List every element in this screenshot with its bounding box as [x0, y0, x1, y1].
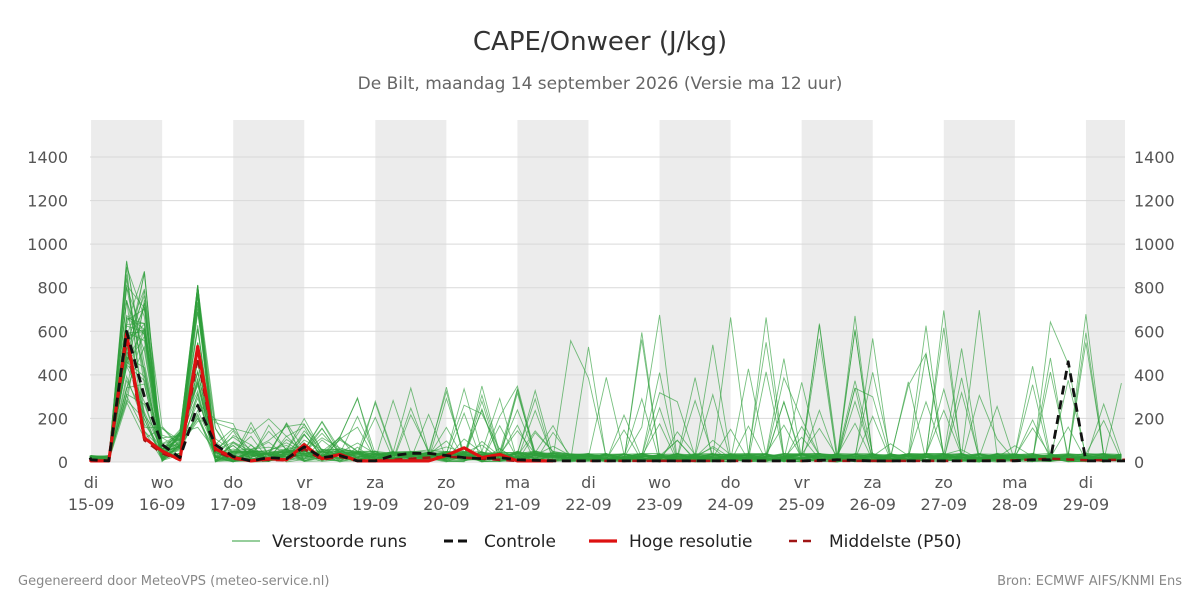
y-tick-label: 1400 [27, 148, 68, 167]
x-tick-day: zo [437, 473, 455, 492]
y-tick-label: 1000 [1134, 235, 1175, 254]
x-tick-date: 27-09 [921, 495, 968, 514]
x-axis: di 15-09 wo 16-09 do 17-09 vr 18-09 za 19-09 zo 20-… [68, 473, 1109, 514]
hires-legend-label: Hoge resolutie [629, 532, 753, 552]
y-axis-right: 0 200 400 600 800 1000 1200 1400 [1134, 148, 1175, 472]
ensemble-run-line [89, 309, 1122, 463]
y-tick-label: 400 [1134, 366, 1165, 385]
y-tick-label: 600 [37, 322, 68, 341]
x-tick-day: di [1079, 473, 1094, 492]
y-tick-label: 600 [1134, 322, 1165, 341]
median-legend-label: Middelste (P50) [829, 532, 962, 552]
x-tick-date: 16-09 [139, 495, 186, 514]
footer-right: Bron: ECMWF AIFS/KNMI Ens [997, 574, 1182, 589]
x-tick-day: di [581, 473, 596, 492]
y-axis-left: 0 200 400 600 800 1000 1200 1400 [27, 148, 68, 472]
y-tick-label: 200 [1134, 409, 1165, 428]
y-tick-label: 0 [58, 453, 68, 472]
x-tick-day: vr [794, 473, 810, 492]
x-tick-date: 15-09 [68, 495, 115, 514]
footer-left: Gegenereerd door MeteoVPS (meteo-service… [18, 574, 329, 589]
y-tick-label: 1400 [1134, 148, 1175, 167]
x-tick-date: 18-09 [281, 495, 328, 514]
y-tick-label: 1200 [1134, 192, 1175, 211]
y-tick-label: 800 [1134, 279, 1165, 298]
day-band [233, 120, 305, 462]
day-shading [91, 120, 1125, 462]
x-tick-date: 24-09 [707, 495, 754, 514]
x-tick-date: 17-09 [210, 495, 257, 514]
x-tick-day: di [84, 473, 99, 492]
y-tick-label: 400 [37, 366, 68, 385]
x-tick-day: wo [151, 473, 174, 492]
y-tick-label: 1200 [27, 192, 68, 211]
y-tick-label: 800 [37, 279, 68, 298]
x-tick-day: za [864, 473, 882, 492]
x-tick-date: 21-09 [494, 495, 541, 514]
legend: Verstoorde runs Controle Hoge resolutie Mid… [232, 532, 962, 552]
control-series-line [88, 329, 1125, 463]
y-tick-label: 1000 [27, 235, 68, 254]
x-tick-date: 29-09 [1063, 495, 1110, 514]
x-tick-date: 20-09 [423, 495, 470, 514]
day-band [659, 120, 731, 462]
x-tick-day: vr [296, 473, 312, 492]
x-tick-day: do [721, 473, 741, 492]
x-tick-date: 19-09 [352, 495, 399, 514]
x-tick-day: za [366, 473, 384, 492]
x-tick-day: do [223, 473, 243, 492]
control-legend-label: Controle [484, 532, 556, 552]
y-tick-label: 0 [1134, 453, 1144, 472]
day-band [1085, 120, 1125, 462]
ensemble-run-line [90, 271, 1122, 463]
x-tick-day: ma [1002, 473, 1027, 492]
key-series-lines [88, 329, 1126, 463]
x-tick-date: 23-09 [636, 495, 683, 514]
x-tick-day: ma [505, 473, 530, 492]
y-tick-label: 200 [37, 409, 68, 428]
x-tick-date: 22-09 [565, 495, 612, 514]
x-tick-date: 28-09 [992, 495, 1039, 514]
day-band [375, 120, 447, 462]
x-tick-day: zo [935, 473, 953, 492]
x-tick-date: 25-09 [778, 495, 825, 514]
ensemble-legend-label: Verstoorde runs [272, 532, 407, 552]
day-band [517, 120, 589, 462]
x-tick-date: 26-09 [849, 495, 896, 514]
x-tick-day: wo [648, 473, 671, 492]
chart-title: CAPE/Onweer (J/kg) [473, 27, 727, 57]
chart-subtitle: De Bilt, maandag 14 september 2026 (Vers… [358, 74, 843, 94]
